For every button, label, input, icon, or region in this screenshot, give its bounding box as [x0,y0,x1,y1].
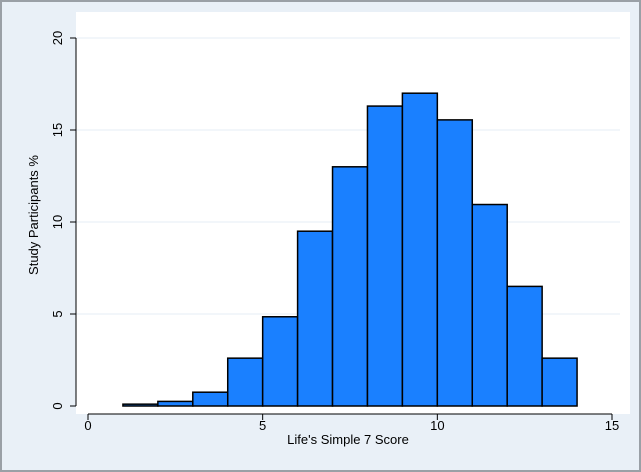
bar-13-14 [541,357,578,407]
bar-6-7 [296,230,334,407]
ticks: 0 5 10 15 20 0 5 10 15 [50,31,619,433]
y-tick-label-15: 15 [50,123,65,137]
x-tick-label-10: 10 [430,418,444,433]
bars [122,92,578,407]
x-tick-label-5: 5 [259,418,266,433]
bar-5-6 [261,316,299,407]
bar-1-2 [122,403,159,407]
bar-7-8 [331,166,369,407]
bar-11-12 [471,203,508,407]
y-tick-label-5: 5 [50,310,65,317]
x-tick-label-15: 15 [605,418,619,433]
y-tick-label-0: 0 [50,402,65,409]
bar-9-10 [401,92,439,407]
bar-4-5 [226,357,264,407]
y-axis-title: Study Participants % [26,155,41,275]
bar-10-11 [436,119,474,407]
y-tick-label-20: 20 [50,31,65,45]
bar-2-3 [157,400,194,407]
y-tick-label-10: 10 [50,215,65,229]
bar-12-13 [506,285,543,407]
x-axis-title: Life's Simple 7 Score [287,432,409,447]
bar-8-9 [366,105,404,407]
bar-3-4 [192,391,229,407]
x-tick-label-0: 0 [84,418,91,433]
